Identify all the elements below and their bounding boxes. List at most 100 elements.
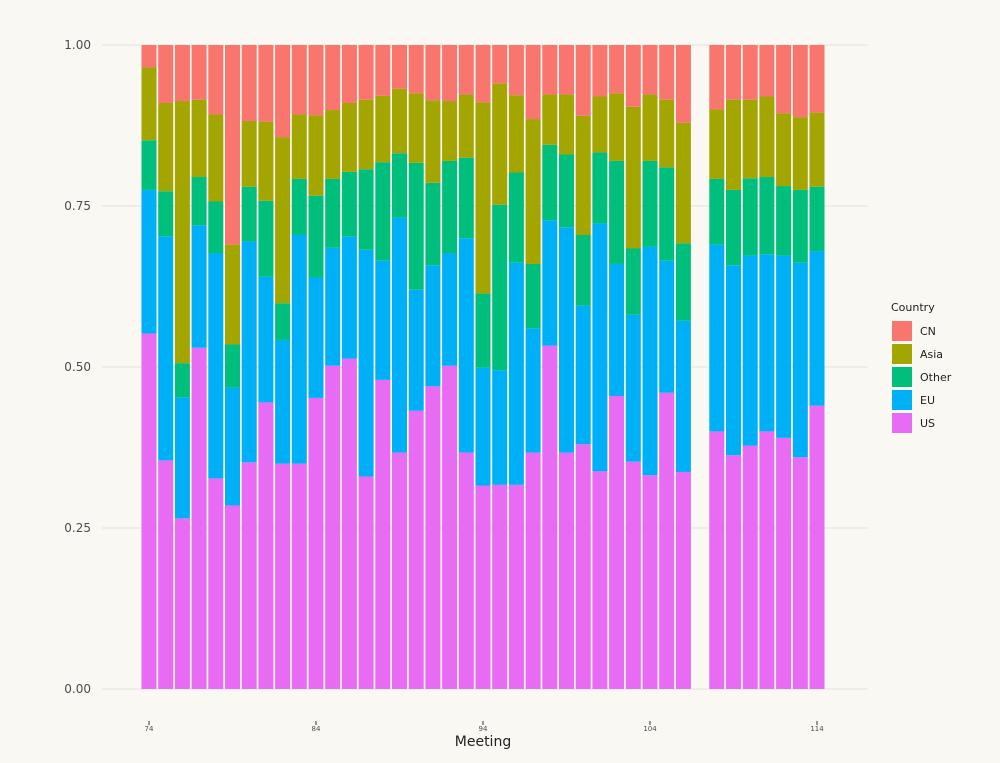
bar-segment-us-74 — [141, 333, 157, 689]
bar-segment-other-86 — [341, 171, 357, 237]
bar-segment-us-89 — [392, 452, 407, 689]
bar-segment-other-92 — [442, 160, 458, 254]
bar-segment-eu-94 — [475, 367, 491, 486]
bar-segment-us-99 — [559, 452, 574, 689]
bar-segment-asia-89 — [392, 88, 407, 154]
bar-segment-cn-89 — [392, 45, 407, 89]
bar-segment-cn-83 — [291, 45, 307, 115]
bar-segment-us-77 — [191, 347, 207, 689]
bar-segment-eu-111 — [759, 254, 775, 432]
bar-segment-cn-93 — [458, 45, 474, 95]
bars-layer — [141, 45, 825, 689]
bar-segment-asia-84 — [308, 115, 324, 196]
bar-segment-cn-79 — [225, 45, 240, 245]
bar-segment-eu-112 — [776, 255, 792, 438]
y-tick-label: 0.75 — [64, 199, 91, 213]
bar-segment-asia-82 — [275, 137, 291, 304]
bar-segment-us-78 — [208, 478, 224, 689]
bar-segment-us-84 — [308, 397, 324, 689]
bar-segment-eu-76 — [174, 397, 190, 519]
bar-segment-cn-92 — [442, 45, 458, 102]
bar-segment-other-104 — [642, 160, 658, 247]
bar-segment-eu-86 — [341, 236, 357, 359]
legend-label-other: Other — [920, 371, 952, 384]
bar-segment-asia-92 — [442, 101, 458, 161]
bar-segment-asia-88 — [375, 95, 391, 163]
bar-segment-us-104 — [642, 475, 658, 689]
bar-segment-other-100 — [575, 234, 591, 306]
bar-segment-eu-85 — [325, 247, 341, 366]
legend-label-eu: EU — [920, 394, 935, 407]
bar-segment-us-94 — [475, 485, 491, 689]
bar-segment-us-96 — [508, 484, 524, 689]
bar-segment-cn-95 — [492, 45, 508, 84]
bar-segment-cn-109 — [726, 45, 741, 100]
bar-segment-cn-112 — [776, 45, 792, 114]
bar-segment-asia-90 — [408, 93, 424, 163]
bar-segment-us-98 — [542, 345, 558, 689]
bar-segment-asia-91 — [425, 100, 441, 183]
bar-segment-asia-113 — [792, 117, 808, 190]
legend-label-cn: CN — [920, 325, 936, 338]
bar-segment-other-109 — [726, 189, 741, 266]
bar-segment-asia-77 — [191, 99, 207, 178]
bar-segment-asia-85 — [325, 110, 341, 179]
bar-segment-us-110 — [742, 445, 758, 689]
bar-segment-asia-99 — [559, 94, 574, 155]
bar-segment-asia-76 — [174, 101, 190, 364]
bar-segment-cn-103 — [625, 45, 641, 107]
bar-segment-eu-105 — [659, 260, 675, 393]
legend-swatch-us — [892, 413, 912, 433]
bar-segment-us-91 — [425, 386, 441, 689]
bar-segment-asia-95 — [492, 83, 508, 205]
bar-segment-eu-75 — [158, 236, 174, 461]
bar-segment-other-99 — [559, 154, 574, 228]
bar-segment-other-111 — [759, 177, 775, 255]
bar-segment-asia-83 — [291, 114, 307, 179]
bar-segment-asia-75 — [158, 102, 174, 192]
bar-segment-cn-97 — [525, 45, 541, 120]
bar-segment-us-100 — [575, 444, 591, 689]
bar-segment-asia-79 — [225, 244, 240, 345]
bar-segment-other-83 — [291, 178, 307, 235]
bar-segment-asia-112 — [776, 113, 792, 187]
bar-segment-eu-113 — [792, 262, 808, 458]
bar-segment-cn-101 — [592, 45, 608, 97]
bar-segment-other-93 — [458, 157, 474, 239]
bar-segment-eu-92 — [442, 253, 458, 366]
bar-segment-other-97 — [525, 263, 541, 329]
bar-segment-eu-95 — [492, 370, 508, 485]
bar-segment-asia-81 — [258, 121, 274, 201]
bar-segment-asia-109 — [726, 99, 741, 190]
bar-segment-eu-106 — [675, 320, 691, 472]
legend-swatch-asia — [892, 344, 912, 364]
bar-segment-other-94 — [475, 293, 491, 368]
x-tick-label: 104 — [643, 725, 657, 733]
bar-segment-other-87 — [358, 169, 374, 250]
bar-segment-cn-74 — [141, 45, 157, 68]
bar-segment-asia-102 — [609, 93, 625, 161]
bar-segment-us-113 — [792, 457, 808, 689]
bar-segment-eu-83 — [291, 234, 307, 464]
bar-segment-cn-82 — [275, 45, 291, 138]
bar-segment-other-89 — [392, 153, 407, 218]
bar-segment-other-105 — [659, 167, 675, 261]
bar-segment-asia-114 — [809, 112, 825, 187]
bar-segment-asia-104 — [642, 94, 658, 161]
bar-segment-us-90 — [408, 410, 424, 689]
bar-segment-cn-108 — [709, 45, 725, 110]
legend-swatch-eu — [892, 390, 912, 410]
bar-segment-other-96 — [508, 172, 524, 263]
legend-swatch-cn — [892, 321, 912, 341]
bar-segment-cn-114 — [809, 45, 825, 113]
bar-segment-cn-75 — [158, 45, 174, 103]
bar-segment-other-106 — [675, 243, 691, 321]
bar-segment-cn-87 — [358, 45, 374, 100]
bar-segment-us-81 — [258, 402, 274, 689]
bar-segment-cn-81 — [258, 45, 274, 122]
bar-segment-asia-97 — [525, 119, 541, 264]
bar-segment-other-112 — [776, 186, 792, 256]
x-tick-label: 94 — [479, 725, 488, 733]
bar-segment-other-76 — [174, 363, 190, 398]
